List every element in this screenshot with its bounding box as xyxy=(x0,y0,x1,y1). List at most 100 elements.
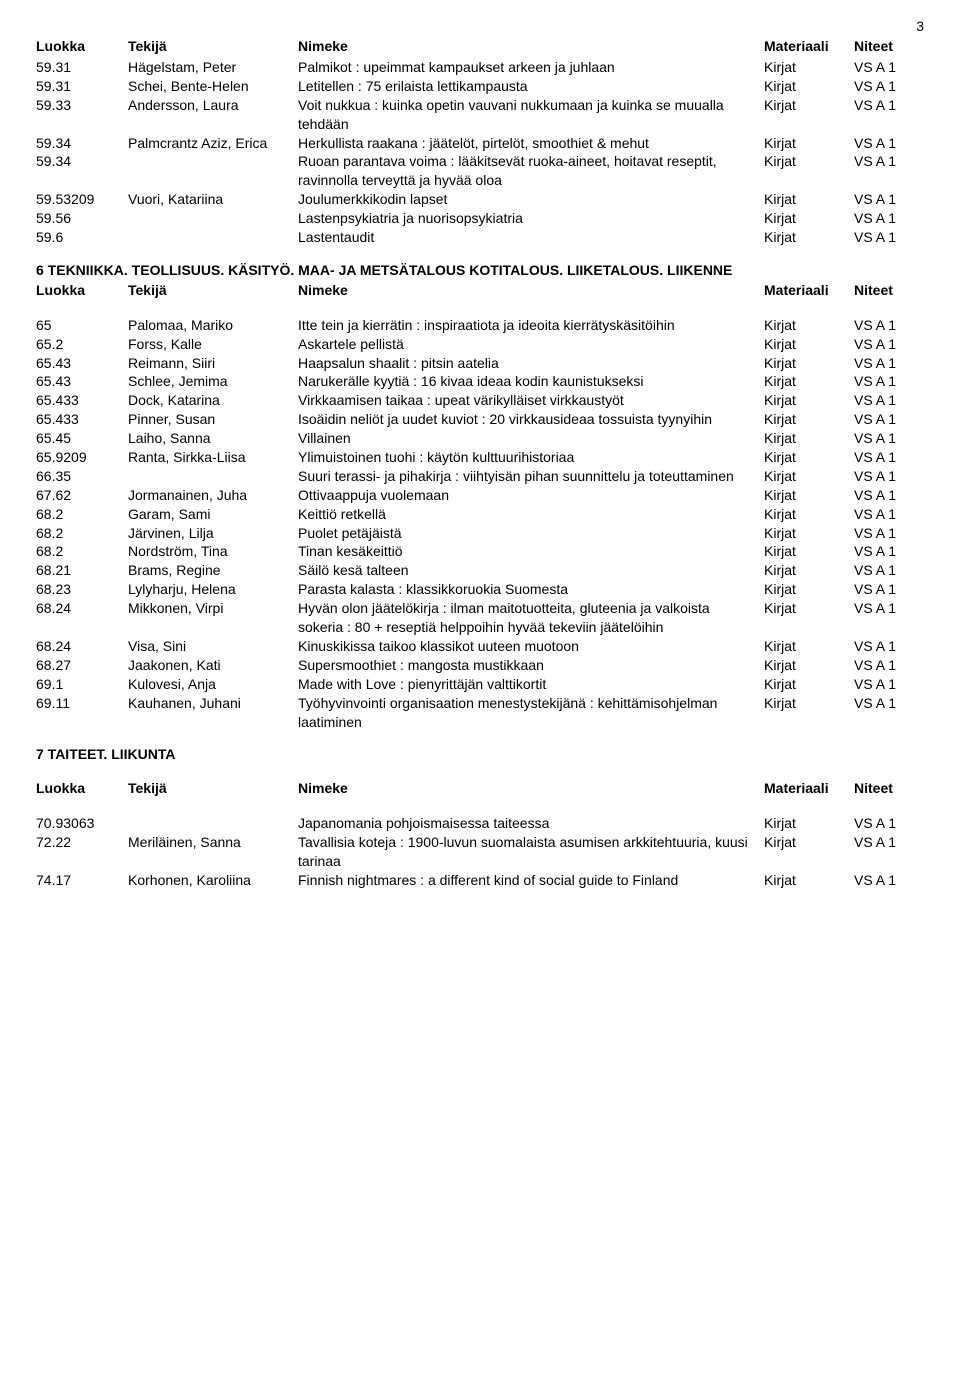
cell-volume: VS A 1 xyxy=(854,228,924,247)
table-row: 65.43Schlee, JemimaNarukerälle kyytiä : … xyxy=(36,372,924,391)
table-row: 69.1Kulovesi, AnjaMade with Love : pieny… xyxy=(36,675,924,694)
cell-material: Kirjat xyxy=(764,316,854,335)
col-header-title: Nimeke xyxy=(298,780,764,796)
col-header-author: Tekijä xyxy=(128,282,298,298)
cell-author: Järvinen, Lilja xyxy=(128,524,298,543)
cell-material: Kirjat xyxy=(764,675,854,694)
cell-class: 59.56 xyxy=(36,209,128,228)
cell-material: Kirjat xyxy=(764,209,854,228)
table-row: 68.23Lylyharju, HelenaParasta kalasta : … xyxy=(36,580,924,599)
cell-material: Kirjat xyxy=(764,542,854,561)
cell-class: 65.45 xyxy=(36,429,128,448)
col-header-volume: Niteet xyxy=(854,780,924,796)
cell-title: Puolet petäjäistä xyxy=(298,524,764,543)
cell-volume: VS A 1 xyxy=(854,486,924,505)
spacer xyxy=(36,302,924,316)
cell-class: 65 xyxy=(36,316,128,335)
section-2-title: 6 TEKNIIKKA. TEOLLISUUS. KÄSITYÖ. MAA- J… xyxy=(36,261,924,280)
cell-material: Kirjat xyxy=(764,58,854,77)
table-header: Luokka Tekijä Nimeke Materiaali Niteet xyxy=(36,780,924,796)
cell-volume: VS A 1 xyxy=(854,694,924,713)
cell-volume: VS A 1 xyxy=(854,675,924,694)
section-2-rows: 65Palomaa, MarikoItte tein ja kierrätin … xyxy=(36,316,924,732)
cell-class: 67.62 xyxy=(36,486,128,505)
cell-volume: VS A 1 xyxy=(854,190,924,209)
table-row: 59.34Ruoan parantava voima : lääkitsevät… xyxy=(36,152,924,190)
cell-material: Kirjat xyxy=(764,429,854,448)
table-row: 59.33Andersson, LauraVoit nukkua : kuink… xyxy=(36,96,924,134)
cell-author: Visa, Sini xyxy=(128,637,298,656)
table-row: 68.2Garam, SamiKeittiö retkelläKirjatVS … xyxy=(36,505,924,524)
cell-volume: VS A 1 xyxy=(854,316,924,335)
cell-volume: VS A 1 xyxy=(854,391,924,410)
cell-class: 59.33 xyxy=(36,96,128,115)
cell-author: Brams, Regine xyxy=(128,561,298,580)
cell-volume: VS A 1 xyxy=(854,833,924,852)
cell-material: Kirjat xyxy=(764,77,854,96)
cell-material: Kirjat xyxy=(764,391,854,410)
cell-title: Parasta kalasta : klassikkoruokia Suomes… xyxy=(298,580,764,599)
cell-title: Keittiö retkellä xyxy=(298,505,764,524)
table-row: 72.22Meriläinen, SannaTavallisia koteja … xyxy=(36,833,924,871)
cell-volume: VS A 1 xyxy=(854,96,924,115)
cell-author: Palomaa, Mariko xyxy=(128,316,298,335)
cell-author: Kauhanen, Juhani xyxy=(128,694,298,713)
cell-volume: VS A 1 xyxy=(854,429,924,448)
cell-class: 59.31 xyxy=(36,58,128,77)
table-row: 59.31Schei, Bente-HelenLetitellen : 75 e… xyxy=(36,77,924,96)
cell-class: 68.24 xyxy=(36,637,128,656)
cell-title: Askartele pellistä xyxy=(298,335,764,354)
cell-material: Kirjat xyxy=(764,467,854,486)
cell-author: Korhonen, Karoliina xyxy=(128,871,298,890)
cell-volume: VS A 1 xyxy=(854,410,924,429)
cell-author: Jaakonen, Kati xyxy=(128,656,298,675)
cell-author: Mikkonen, Virpi xyxy=(128,599,298,618)
cell-class: 59.34 xyxy=(36,134,128,153)
table-row: 70.93063Japanomania pohjoismaisessa tait… xyxy=(36,814,924,833)
cell-volume: VS A 1 xyxy=(854,209,924,228)
spacer xyxy=(36,800,924,814)
col-header-title: Nimeke xyxy=(298,282,764,298)
cell-title: Tinan kesäkeittiö xyxy=(298,542,764,561)
cell-material: Kirjat xyxy=(764,637,854,656)
cell-title: Kinuskikissa taikoo klassikot uuteen muo… xyxy=(298,637,764,656)
cell-class: 59.53209 xyxy=(36,190,128,209)
cell-class: 65.433 xyxy=(36,410,128,429)
cell-class: 65.9209 xyxy=(36,448,128,467)
cell-material: Kirjat xyxy=(764,871,854,890)
table-row: 68.24Visa, SiniKinuskikissa taikoo klass… xyxy=(36,637,924,656)
cell-title: Finnish nightmares : a different kind of… xyxy=(298,871,764,890)
table-row: 65Palomaa, MarikoItte tein ja kierrätin … xyxy=(36,316,924,335)
cell-material: Kirjat xyxy=(764,372,854,391)
cell-author: Schlee, Jemima xyxy=(128,372,298,391)
col-header-material: Materiaali xyxy=(764,780,854,796)
col-header-class: Luokka xyxy=(36,780,128,796)
table-row: 65.9209Ranta, Sirkka-LiisaYlimuistoinen … xyxy=(36,448,924,467)
cell-title: Palmikot : upeimmat kampaukset arkeen ja… xyxy=(298,58,764,77)
cell-material: Kirjat xyxy=(764,134,854,153)
cell-title: Herkullista raakana : jäätelöt, pirtelöt… xyxy=(298,134,764,153)
table-header: Luokka Tekijä Nimeke Materiaali Niteet xyxy=(36,282,924,298)
table-row: 59.56Lastenpsykiatria ja nuorisopsykiatr… xyxy=(36,209,924,228)
cell-title: Joulumerkkikodin lapset xyxy=(298,190,764,209)
col-header-class: Luokka xyxy=(36,38,128,54)
cell-material: Kirjat xyxy=(764,486,854,505)
cell-title: Lastentaudit xyxy=(298,228,764,247)
cell-title: Isoäidin neliöt ja uudet kuviot : 20 vir… xyxy=(298,410,764,429)
cell-class: 68.2 xyxy=(36,524,128,543)
cell-class: 66.35 xyxy=(36,467,128,486)
cell-author: Palmcrantz Aziz, Erica xyxy=(128,134,298,153)
cell-author: Vuori, Katariina xyxy=(128,190,298,209)
cell-volume: VS A 1 xyxy=(854,505,924,524)
cell-volume: VS A 1 xyxy=(854,354,924,373)
cell-title: Hyvän olon jäätelökirja : ilman maitotuo… xyxy=(298,599,764,637)
cell-author: Ranta, Sirkka-Liisa xyxy=(128,448,298,467)
cell-title: Japanomania pohjoismaisessa taiteessa xyxy=(298,814,764,833)
cell-author: Hägelstam, Peter xyxy=(128,58,298,77)
section-3-title: 7 TAITEET. LIIKUNTA xyxy=(36,745,924,764)
cell-material: Kirjat xyxy=(764,814,854,833)
cell-class: 69.11 xyxy=(36,694,128,713)
cell-volume: VS A 1 xyxy=(854,580,924,599)
cell-material: Kirjat xyxy=(764,410,854,429)
cell-class: 68.23 xyxy=(36,580,128,599)
